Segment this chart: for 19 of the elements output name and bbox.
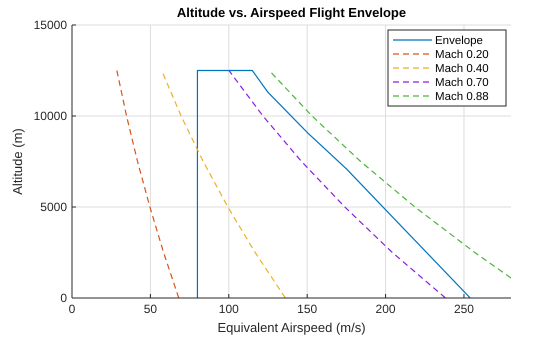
- y-tick-label: 15000: [34, 18, 68, 32]
- y-tick-label: 0: [60, 291, 68, 305]
- y-tick-label: 10000: [34, 109, 68, 123]
- y-axis-title: Altitude (m): [10, 128, 25, 195]
- legend-label: Mach 0.88: [435, 91, 489, 103]
- legend-label: Envelope: [435, 35, 483, 47]
- x-tick-label: 0: [68, 302, 76, 316]
- x-tick-label: 50: [144, 302, 158, 316]
- legend-label: Mach 0.20: [435, 49, 489, 61]
- x-tick-label: 100: [218, 302, 240, 316]
- line-series: [116, 70, 180, 298]
- y-tick-label: 5000: [40, 200, 68, 214]
- x-tick-label: 150: [297, 302, 318, 316]
- legend-label: Mach 0.40: [435, 63, 489, 75]
- chart-title: Altitude vs. Airspeed Flight Envelope: [176, 5, 406, 20]
- legend-label: Mach 0.70: [435, 77, 489, 89]
- x-tick-label: 200: [376, 302, 396, 316]
- x-axis-title: Equivalent Airspeed (m/s): [217, 320, 366, 335]
- x-tick-label: 250: [454, 302, 474, 316]
